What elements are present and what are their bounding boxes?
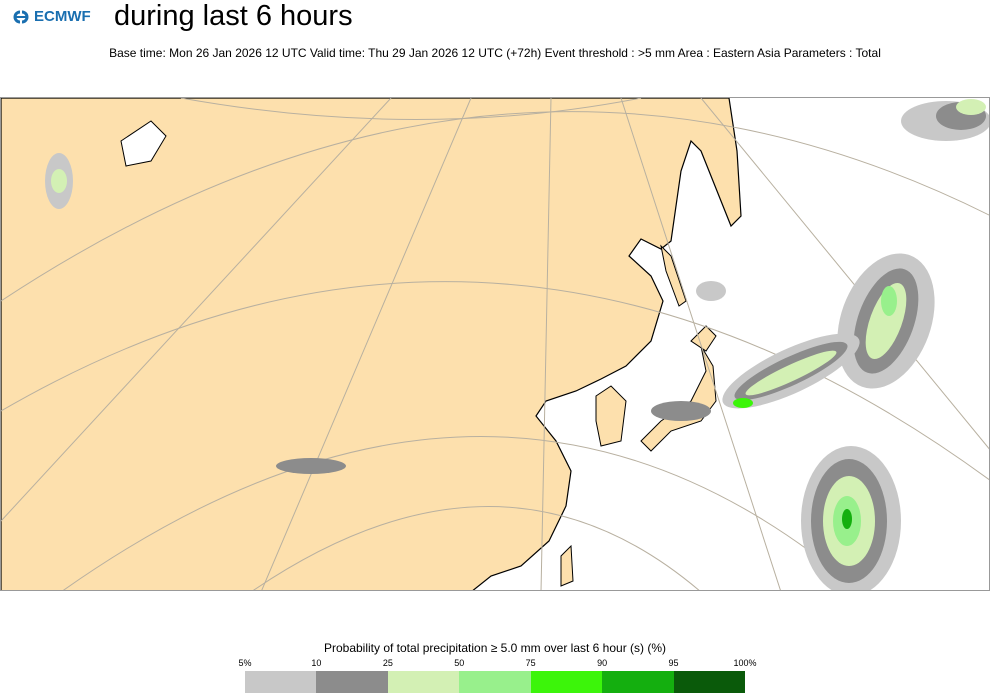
legend-tick: 50: [454, 658, 465, 668]
legend-swatch: [459, 671, 531, 693]
legend-colorbar: [245, 671, 745, 693]
taiwan: [560, 544, 574, 587]
legend-tick: 100%: [733, 658, 757, 668]
page-subtitle: Base time: Mon 26 Jan 2026 12 UTC Valid …: [109, 46, 881, 60]
legend-swatch: [245, 671, 317, 693]
legend-swatch: [673, 671, 745, 693]
land-mass: [0, 97, 742, 593]
legend-tick: 25: [382, 658, 393, 668]
legend-title: Probability of total precipitation ≥ 5.0…: [323, 641, 667, 655]
page-title: during last 6 hours: [114, 0, 353, 32]
precipitation-probability: [45, 99, 990, 596]
logo-text: ECMWF: [34, 8, 91, 25]
ecmwf-logo: ECMWF: [10, 8, 91, 25]
legend-tick: 10: [311, 658, 322, 668]
legend-swatch: [316, 671, 388, 693]
legend-tick: 75: [525, 658, 536, 668]
legend-swatch: [530, 671, 603, 693]
ecmwf-logo-icon: [13, 10, 29, 23]
legend-ticks: 5% 10 25 50 75 90 95 100%: [238, 658, 756, 670]
map-canvas: [0, 97, 990, 596]
legend-tick: 90: [597, 658, 608, 668]
sakhalin: [660, 244, 687, 307]
legend-tick: 95: [668, 658, 679, 668]
legend-swatch: [387, 671, 460, 693]
graticule: [0, 97, 990, 593]
map[interactable]: [0, 97, 990, 596]
legend-swatch: [602, 671, 674, 693]
korea: [595, 385, 627, 447]
hokkaido: [690, 325, 717, 352]
baltic-sea: [120, 120, 167, 167]
legend-tick: 5%: [238, 658, 252, 668]
